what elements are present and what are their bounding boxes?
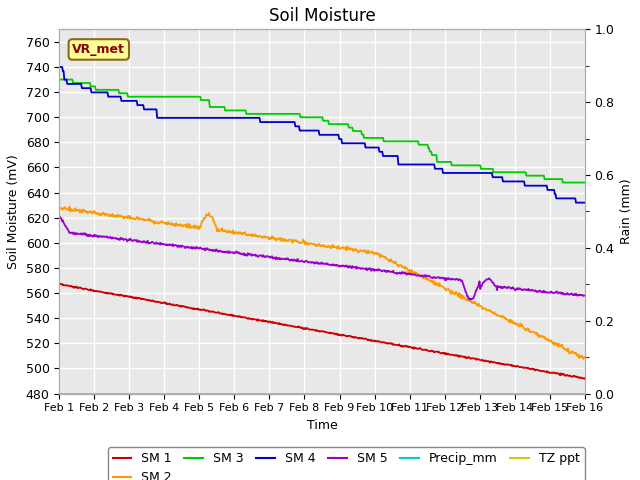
- Legend: SM 1, SM 2, SM 3, SM 4, SM 5, Precip_mm, TZ ppt: SM 1, SM 2, SM 3, SM 4, SM 5, Precip_mm,…: [108, 447, 585, 480]
- Text: VR_met: VR_met: [72, 43, 125, 56]
- X-axis label: Time: Time: [307, 419, 337, 432]
- Y-axis label: Soil Moisture (mV): Soil Moisture (mV): [7, 154, 20, 269]
- Y-axis label: Rain (mm): Rain (mm): [620, 179, 633, 244]
- Title: Soil Moisture: Soil Moisture: [269, 7, 376, 25]
